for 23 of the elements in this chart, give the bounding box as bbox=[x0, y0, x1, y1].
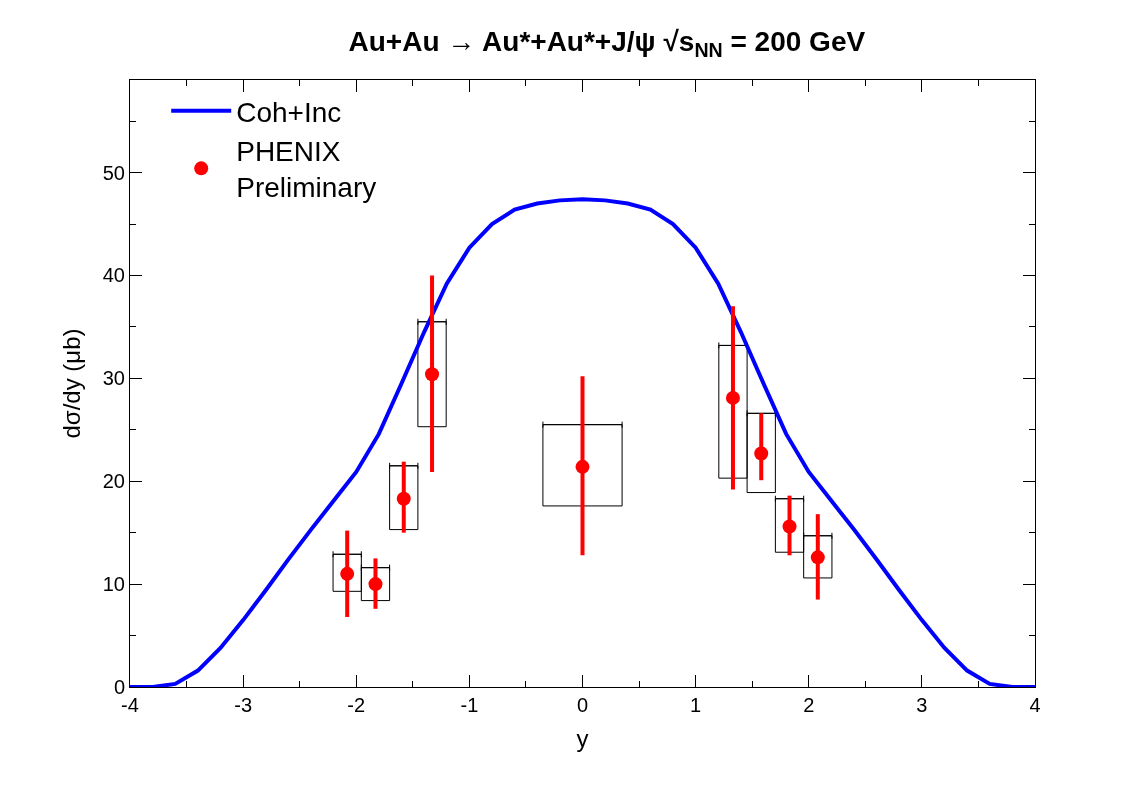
y-tick-label: 40 bbox=[102, 264, 125, 287]
x-tick-label: -3 bbox=[234, 694, 253, 716]
x-tick-label: 2 bbox=[803, 694, 815, 716]
x-tick-label: 1 bbox=[690, 694, 702, 716]
legend-label: Coh+Inc bbox=[236, 96, 342, 128]
point bbox=[425, 367, 440, 382]
point bbox=[754, 446, 769, 461]
y-tick-label: 10 bbox=[102, 573, 125, 596]
y-tick-label: 50 bbox=[102, 161, 125, 184]
y-tick-label: 30 bbox=[102, 367, 125, 390]
point bbox=[396, 491, 411, 506]
legend-label: PHENIX Preliminary bbox=[236, 136, 377, 204]
point bbox=[575, 459, 590, 474]
y-axis-title: dσ/dy (μb) bbox=[57, 328, 85, 439]
point bbox=[725, 390, 740, 405]
x-axis-title: y bbox=[576, 725, 589, 753]
x-tick-label: 3 bbox=[916, 694, 928, 716]
x-tick-label: 4 bbox=[1029, 694, 1041, 716]
x-tick-label: -1 bbox=[460, 694, 479, 716]
x-tick-label: -2 bbox=[347, 694, 366, 716]
y-tick-label: 20 bbox=[102, 470, 125, 493]
x-tick-label: 0 bbox=[576, 694, 589, 716]
chart-title: Au+Au → Au*+Au*+J/ψ √s$_{NN}$ = 200 GeV bbox=[348, 26, 866, 61]
